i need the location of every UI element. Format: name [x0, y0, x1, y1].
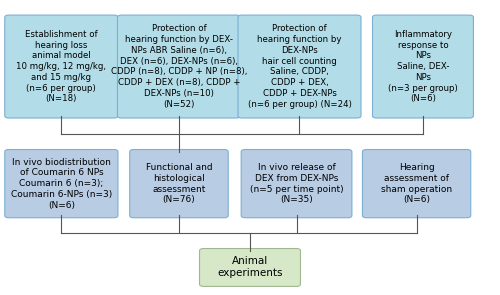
Text: Protection of
hearing function by DEX-
NPs ABR Saline (n=6),
DEX (n=6), DEX-NPs : Protection of hearing function by DEX- N… [111, 24, 247, 109]
FancyBboxPatch shape [5, 15, 118, 118]
Text: In vivo biodistribution
of Coumarin 6 NPs
Coumarin 6 (n=3);
Coumarin 6-NPs (n=3): In vivo biodistribution of Coumarin 6 NP… [10, 158, 112, 210]
Text: Inflammatory
response to
NPs
Saline, DEX-
NPs
(n=3 per group)
(N=6): Inflammatory response to NPs Saline, DEX… [388, 30, 458, 103]
Text: Protection of
hearing function by
DEX-NPs
hair cell counting
Saline, CDDP,
CDDP : Protection of hearing function by DEX-NP… [248, 24, 352, 109]
FancyBboxPatch shape [362, 150, 470, 218]
FancyBboxPatch shape [200, 249, 300, 286]
FancyBboxPatch shape [130, 150, 228, 218]
Text: In vivo release of
DEX from DEX-NPs
(n=5 per time point)
(N=35): In vivo release of DEX from DEX-NPs (n=5… [250, 163, 344, 204]
Text: Animal
experiments: Animal experiments [217, 256, 283, 278]
Text: Establishment of
hearing loss
animal model
10 mg/kg, 12 mg/kg,
and 15 mg/kg
(n=6: Establishment of hearing loss animal mod… [16, 30, 106, 103]
FancyBboxPatch shape [372, 15, 474, 118]
FancyBboxPatch shape [5, 150, 118, 218]
Text: Hearing
assessment of
sham operation
(N=6): Hearing assessment of sham operation (N=… [381, 163, 452, 204]
Text: Functional and
histological
assessment
(N=76): Functional and histological assessment (… [146, 163, 212, 204]
FancyBboxPatch shape [238, 15, 361, 118]
FancyBboxPatch shape [118, 15, 240, 118]
FancyBboxPatch shape [241, 150, 352, 218]
